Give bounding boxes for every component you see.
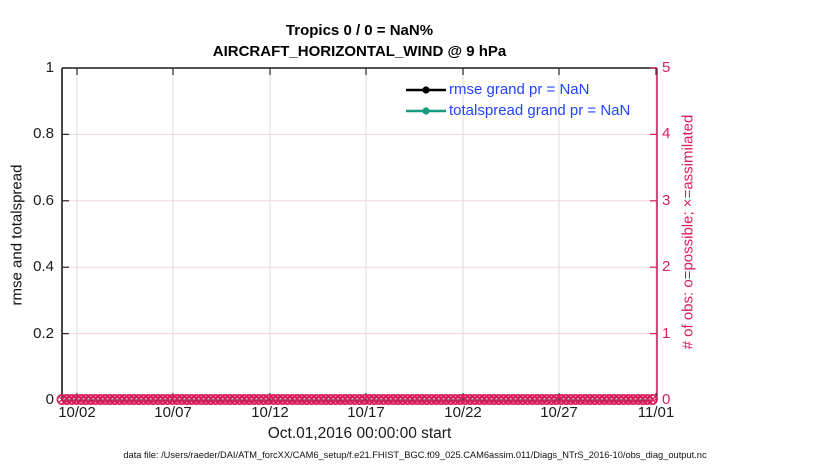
y-left-tick-label: 0.2 <box>33 324 54 342</box>
right-axis-label: # of obs: o=possible; ×=assimilated <box>679 114 697 350</box>
x-tick-label: 10/12 <box>251 404 289 421</box>
y-left-tick-label: 0.6 <box>33 191 54 209</box>
legend-entry: rmse grand pr = NaN <box>406 79 630 100</box>
x-tick-label: 10/22 <box>444 404 482 421</box>
legend-line-marker-icon <box>406 85 446 94</box>
legend: rmse grand pr = NaN totalspread grand pr … <box>406 79 630 121</box>
obs-assimilated-marker <box>648 395 656 404</box>
chart-title: Tropics 0 / 0 = NaN% <box>285 22 434 39</box>
y-right-tick-label: 4 <box>662 125 671 143</box>
y-left-tick-label: 1 <box>45 59 54 76</box>
obs-possible-marker <box>646 394 658 405</box>
y-right-tick-label: 5 <box>662 59 671 76</box>
legend-entry-label: rmse grand pr = NaN <box>449 81 590 98</box>
legend-entry-label: totalspread grand pr = NaN <box>449 102 631 119</box>
y-right-tick-label: 0 <box>662 391 671 408</box>
y-right-tick-label: 1 <box>662 324 671 342</box>
x-tick-label: 10/27 <box>540 404 578 421</box>
legend-line-marker-icon <box>406 106 446 115</box>
y-left-tick-label: 0.4 <box>33 258 54 276</box>
left-axis-label: rmse and totalspread <box>8 164 26 306</box>
chart-subtitle: AIRCRAFT_HORIZONTAL_WIND @ 9 hPa <box>212 43 507 60</box>
x-tick-label: 11/01 <box>637 404 675 421</box>
y-right-tick-label: 3 <box>662 191 671 209</box>
x-tick-label: 10/07 <box>154 404 192 421</box>
data-file-note: data file: /Users/raeder/DAI/ATM_forcXX/… <box>123 450 707 460</box>
y-left-tick-label: 0 <box>45 391 54 408</box>
x-axis-label: Oct.01,2016 00:00:00 start <box>267 425 452 442</box>
y-left-tick-label: 0.8 <box>33 125 54 143</box>
legend-entry: totalspread grand pr = NaN <box>406 100 630 121</box>
x-tick-label: 10/02 <box>58 404 96 421</box>
x-tick-label: 10/17 <box>347 404 385 421</box>
y-right-tick-label: 2 <box>662 258 671 276</box>
